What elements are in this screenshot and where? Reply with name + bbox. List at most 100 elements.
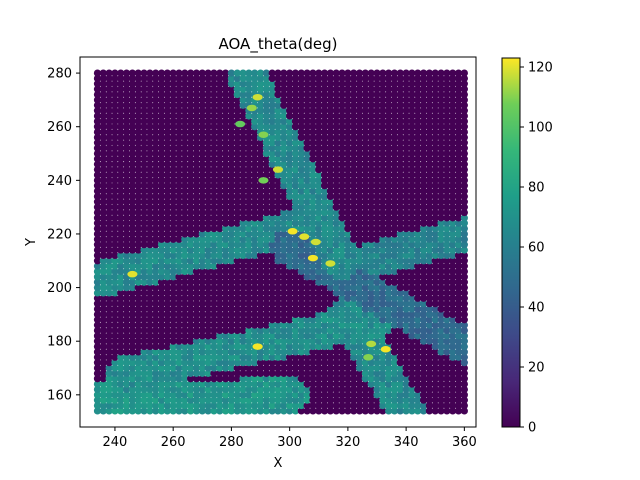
scatter-point — [140, 208, 148, 217]
scatter-point — [437, 375, 445, 383]
scatter-point — [239, 316, 247, 324]
scatter-point — [99, 300, 107, 308]
scatter-point — [152, 112, 160, 120]
scatter-point — [344, 321, 352, 329]
scatter-point — [227, 278, 236, 286]
scatter-point — [402, 230, 410, 238]
scatter-point — [431, 96, 439, 104]
scatter-point — [344, 251, 352, 260]
scatter-point — [274, 182, 282, 190]
scatter-point — [187, 166, 195, 174]
scatter-point — [286, 74, 294, 83]
scatter-point — [99, 391, 107, 399]
scatter-point — [297, 364, 305, 372]
scatter-point — [355, 187, 364, 195]
scatter-point — [414, 182, 422, 190]
scatter-point — [256, 80, 265, 88]
scatter-point — [169, 187, 177, 195]
scatter-point — [355, 80, 364, 88]
scatter-point — [227, 273, 236, 281]
scatter-point — [181, 139, 189, 147]
scatter-point — [350, 101, 358, 109]
scatter-point — [181, 267, 189, 276]
scatter-point — [268, 176, 276, 184]
scatter-point — [152, 337, 160, 345]
scatter-point — [233, 128, 241, 136]
scatter-point — [443, 139, 451, 147]
scatter-point — [449, 375, 457, 383]
scatter-point — [233, 139, 241, 147]
scatter-point — [379, 273, 387, 281]
scatter-point — [320, 316, 329, 324]
scatter-point — [437, 241, 445, 249]
scatter-point — [297, 155, 305, 163]
scatter-point — [460, 85, 468, 93]
scatter-point — [210, 214, 218, 222]
scatter-point — [140, 251, 148, 260]
scatter-point — [239, 278, 247, 286]
scatter-point — [344, 112, 352, 120]
scatter-point — [262, 257, 270, 265]
scatter-point — [122, 133, 131, 142]
scatter-point — [210, 85, 218, 93]
scatter-point — [361, 326, 369, 335]
scatter-point — [355, 241, 364, 249]
hotspot-point — [363, 354, 374, 361]
scatter-point — [204, 80, 212, 88]
scatter-point — [385, 353, 393, 361]
scatter-point — [134, 375, 142, 383]
scatter-point — [408, 69, 416, 77]
scatter-point — [146, 407, 154, 415]
scatter-point — [291, 155, 300, 163]
scatter-point — [175, 149, 183, 158]
scatter-point — [245, 305, 253, 313]
scatter-point — [402, 160, 410, 168]
scatter-point — [157, 348, 166, 356]
scatter-point — [315, 348, 323, 356]
scatter-point — [146, 283, 154, 292]
scatter-point — [385, 321, 393, 329]
scatter-point — [216, 96, 224, 104]
scatter-point — [431, 375, 439, 383]
scatter-point — [449, 101, 457, 109]
scatter-point — [175, 289, 183, 297]
scatter-point — [443, 267, 451, 276]
scatter-point — [128, 107, 137, 115]
scatter-point — [140, 380, 148, 388]
scatter-point — [402, 198, 410, 206]
scatter-point — [437, 359, 445, 367]
scatter-point — [320, 278, 329, 286]
scatter-point — [99, 123, 107, 131]
scatter-point — [280, 80, 288, 88]
scatter-point — [309, 166, 317, 174]
scatter-point — [192, 246, 201, 254]
scatter-point — [443, 198, 451, 206]
scatter-point — [408, 380, 416, 388]
scatter-point — [227, 203, 236, 211]
scatter-point — [99, 139, 107, 147]
scatter-point — [122, 96, 131, 104]
scatter-point — [146, 133, 154, 142]
scatter-point — [402, 139, 410, 147]
scatter-point — [256, 257, 265, 265]
scatter-point — [111, 112, 119, 120]
scatter-point — [239, 74, 247, 83]
scatter-point — [361, 107, 369, 115]
scatter-point — [245, 85, 253, 93]
scatter-point — [268, 283, 276, 292]
scatter-point — [256, 241, 265, 249]
scatter-point — [221, 69, 230, 77]
scatter-point — [367, 90, 375, 99]
scatter-point — [367, 305, 375, 313]
scatter-point — [361, 155, 369, 163]
scatter-point — [320, 321, 329, 329]
scatter-point — [286, 155, 294, 163]
scatter-point — [227, 359, 236, 367]
scatter-point — [134, 74, 142, 83]
scatter-point — [315, 144, 323, 152]
scatter-point — [315, 139, 323, 147]
scatter-point — [111, 380, 119, 388]
scatter-point — [431, 407, 439, 415]
scatter-point — [169, 214, 177, 222]
scatter-point — [245, 80, 253, 88]
